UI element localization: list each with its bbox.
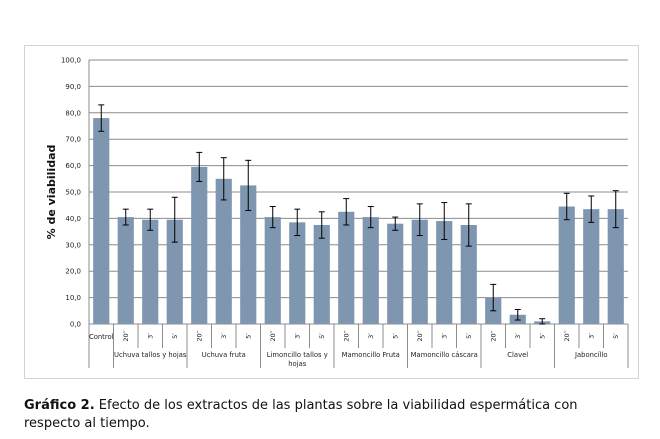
bar	[313, 225, 330, 324]
bar	[387, 223, 404, 324]
category-label: hojas	[288, 360, 307, 368]
x-tick-label: 20′′	[342, 330, 350, 342]
y-tick-label: 10,0	[65, 294, 81, 302]
viability-bar-chart: 0,0 10,0 20,0 30,0 40,0 50,0 60,0 70,0 80,0 90,0 1…	[45, 57, 629, 368]
y-tick-label: 90,0	[65, 83, 81, 91]
bar	[93, 118, 110, 324]
x-tick-label: 5′	[612, 333, 620, 339]
x-tick-label: 5′	[171, 333, 179, 339]
category-label: Uchuva fruta	[202, 351, 246, 359]
bar	[264, 217, 281, 324]
category-label: Jaboncíllo	[574, 351, 608, 359]
x-tick-label: 20′′	[489, 330, 497, 342]
y-tick-label: 70,0	[65, 136, 81, 144]
x-tick-label: 3′	[587, 333, 595, 339]
category-label: Mamoncillo cáscara	[411, 351, 478, 359]
category-label: Uchuva tallos y hojas	[114, 351, 187, 359]
y-tick-label: 60,0	[65, 162, 81, 170]
bar	[289, 222, 306, 324]
x-tick-label: 3′	[440, 333, 448, 339]
category-label: Limoncillo tallos y	[267, 351, 328, 359]
bar	[117, 217, 134, 324]
x-tick-label: 20′′	[563, 330, 571, 342]
x-tick-label: 20′′	[122, 330, 130, 342]
x-tick-label: 5′	[538, 333, 546, 339]
bar	[460, 225, 477, 324]
bar	[362, 217, 379, 324]
y-tick-label: 0,0	[70, 321, 81, 329]
x-tick-label: 5′	[465, 333, 473, 339]
caption-text: Efecto de los extractos de las plantas s…	[24, 398, 578, 431]
x-tick-label: 5′	[318, 333, 326, 339]
x-tick-label: 5′	[244, 333, 252, 339]
bar	[215, 178, 232, 324]
bar	[583, 209, 600, 324]
chart-frame: 0,0 10,0 20,0 30,0 40,0 50,0 60,0 70,0 80,0 90,0 1…	[24, 45, 639, 379]
bar	[142, 219, 159, 324]
bar	[338, 211, 355, 324]
figure-caption: Gráfico 2. Efecto de los extractos de la…	[24, 397, 624, 433]
y-tick-label: 20,0	[65, 268, 81, 276]
y-tick-label: 50,0	[65, 189, 81, 197]
y-tick-label: 80,0	[65, 109, 81, 117]
bar	[558, 206, 575, 324]
x-tick-label: 20′′	[195, 330, 203, 342]
x-tick-label: 20′′	[269, 330, 277, 342]
x-tick-label: 5′	[391, 333, 399, 339]
category-label: Control	[89, 333, 114, 341]
y-tick-label: 100,0	[61, 57, 81, 65]
bar	[607, 209, 624, 324]
x-tick-label: 3′	[146, 333, 154, 339]
category-label: Mamoncillo Fruta	[342, 351, 400, 359]
x-tick-label: 3′	[514, 333, 522, 339]
x-tick-label: 3′	[293, 333, 301, 339]
y-axis-title: % de viabilidad	[45, 145, 58, 240]
bar	[191, 166, 208, 324]
bar	[411, 219, 428, 324]
bar	[240, 185, 257, 324]
x-tick-label: 20′′	[416, 330, 424, 342]
caption-label: Gráfico 2.	[24, 398, 95, 413]
x-tick-label: 3′	[367, 333, 375, 339]
y-tick-label: 30,0	[65, 241, 81, 249]
bar	[166, 219, 183, 324]
y-tick-label: 40,0	[65, 215, 81, 223]
category-label: Clavel	[507, 351, 528, 359]
bar	[436, 221, 453, 324]
x-tick-label: 3′	[220, 333, 228, 339]
